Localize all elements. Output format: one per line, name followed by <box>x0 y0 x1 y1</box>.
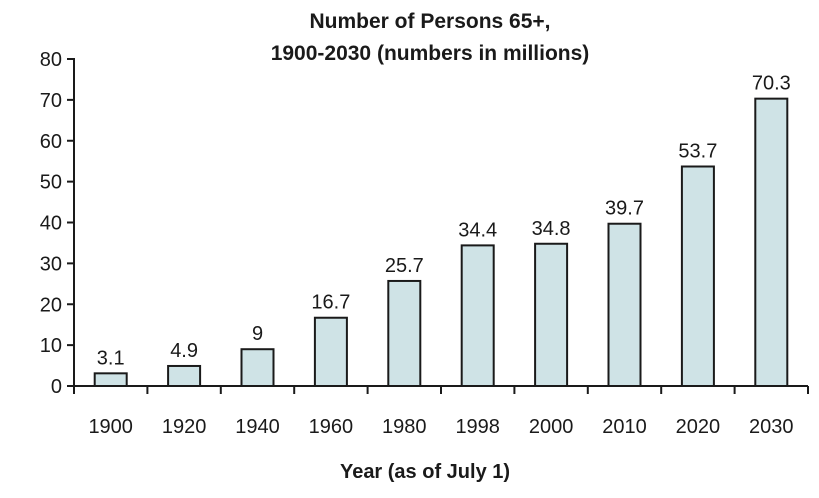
bar-2010 <box>607 222 642 387</box>
y-tick-label: 20 <box>40 294 62 316</box>
x-tick-label: 2030 <box>749 416 794 438</box>
x-axis: 1900 1920 1940 1960 1980 1998 2000 2010 2020 2030 <box>73 385 809 438</box>
x-tick-label: 1900 <box>88 416 133 438</box>
bar-1900 <box>93 372 128 387</box>
y-tick-label: 50 <box>40 172 62 194</box>
data-label-1900: 3.1 <box>97 347 125 369</box>
data-label-1960: 16.7 <box>311 292 350 314</box>
data-label-1998: 34.4 <box>458 219 497 241</box>
chart-title-line-2: 1900-2030 (numbers in millions) <box>271 42 590 65</box>
data-label-2020: 53.7 <box>678 141 717 163</box>
y-tick-label: 80 <box>40 49 62 71</box>
data-label-1940: 9 <box>252 323 263 345</box>
x-tick-label: 1940 <box>235 416 280 438</box>
x-tick-label: 1980 <box>382 416 427 438</box>
x-axis-title: Year (as of July 1) <box>340 461 510 483</box>
bar-2000 <box>534 242 569 387</box>
bars <box>93 97 789 388</box>
x-tick-label: 1920 <box>162 416 207 438</box>
y-tick-label: 10 <box>40 335 62 357</box>
x-tick-label: 1998 <box>455 416 500 438</box>
x-tick-label: 2020 <box>676 416 721 438</box>
x-tick-label: 1960 <box>309 416 354 438</box>
y-tick-label: 70 <box>40 90 62 112</box>
y-tick-label: 30 <box>40 253 62 275</box>
bar-2030 <box>754 97 789 388</box>
bar-1940 <box>240 348 275 387</box>
bar-1960 <box>313 316 348 387</box>
y-tick-label: 60 <box>40 131 62 153</box>
y-axis: 0 10 20 30 40 50 60 70 80 <box>40 49 75 398</box>
x-tick-label: 2000 <box>529 416 574 438</box>
x-tick-label: 2010 <box>602 416 647 438</box>
chart-title-line-1: Number of Persons 65+, <box>310 10 551 33</box>
data-label-1920: 4.9 <box>170 340 198 362</box>
data-label-1980: 25.7 <box>385 255 424 277</box>
bar-1998 <box>460 244 495 387</box>
bar-1920 <box>167 364 202 388</box>
data-label-2000: 34.8 <box>532 218 571 240</box>
y-tick-label: 40 <box>40 213 62 235</box>
data-label-2010: 39.7 <box>605 198 644 220</box>
bar-1980 <box>387 279 422 388</box>
data-label-2030: 70.3 <box>752 73 791 95</box>
y-tick-label: 0 <box>51 376 62 398</box>
data-labels: 3.1 4.9 9 16.7 25.7 34.4 34.8 39.7 53.7 70.3 <box>97 73 791 370</box>
bar-2020 <box>680 165 715 387</box>
